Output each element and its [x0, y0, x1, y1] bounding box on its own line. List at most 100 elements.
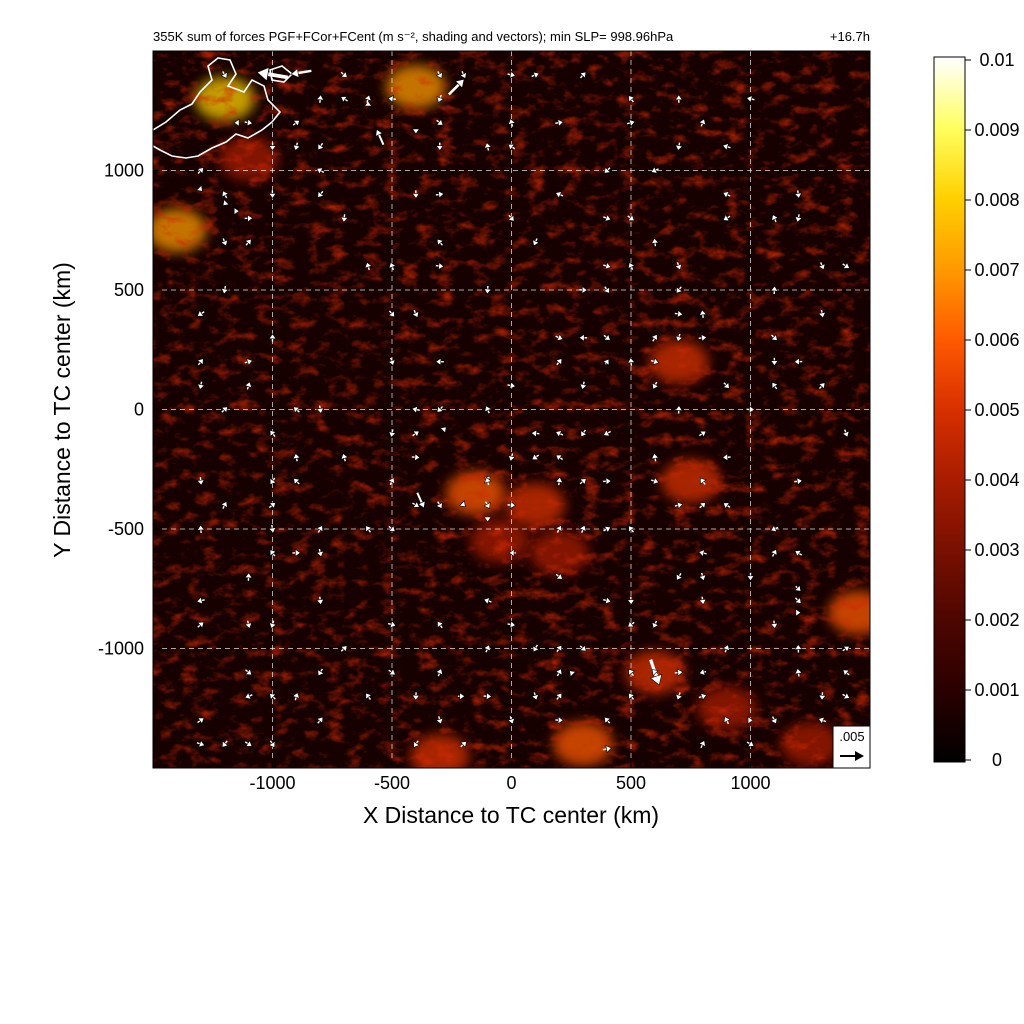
force-vector-small — [580, 429, 588, 438]
force-vector-small — [650, 357, 660, 366]
force-vector-small — [412, 430, 420, 438]
force-vector-small — [698, 572, 707, 582]
force-vector-small — [722, 453, 731, 462]
force-vector — [457, 692, 466, 701]
force-vector-small — [293, 406, 301, 414]
x-axis-ticks: -1000 -500 0 500 1000 — [249, 762, 771, 793]
force-vector — [602, 745, 612, 754]
x-axis-label: X Distance to TC center (km) — [363, 802, 659, 828]
force-vector-small — [244, 238, 252, 246]
force-vector-small — [651, 620, 660, 629]
heatmap-texture — [153, 51, 870, 768]
force-vector-small — [387, 620, 397, 629]
force-vector-small — [603, 261, 612, 270]
force-vector-small — [794, 214, 803, 223]
force-vector-small — [292, 691, 300, 701]
force-vector-small — [579, 285, 588, 295]
force-vector-small — [674, 668, 684, 677]
force-vector-small — [244, 739, 253, 747]
force-vector-small — [292, 120, 301, 127]
force-vector-small — [197, 621, 205, 629]
force-vector-small — [268, 333, 277, 342]
force-vector-small — [411, 453, 421, 462]
force-vector-small — [220, 406, 229, 414]
force-vector-small — [770, 357, 779, 367]
force-vector-small — [628, 525, 636, 533]
force-vector-small — [628, 668, 636, 677]
force-vector-small — [555, 333, 564, 342]
force-vector-small — [842, 645, 850, 653]
force-vector-small — [794, 190, 803, 199]
force-vector-small — [388, 668, 396, 676]
reference-vector-label: .005 — [839, 729, 864, 744]
force-vector-small — [436, 118, 444, 126]
force-vector-small — [364, 261, 373, 271]
force-vector-small — [841, 429, 850, 438]
force-vector-small — [507, 500, 517, 510]
force-vector-small — [413, 740, 421, 748]
y-tick-label: 500 — [114, 280, 144, 300]
force-vector-small — [340, 70, 348, 78]
force-vector-small — [698, 596, 707, 606]
force-vector-small — [722, 214, 731, 222]
force-vector-small — [793, 357, 803, 366]
force-vector-small — [484, 476, 492, 486]
force-vector-small — [196, 524, 205, 534]
force-vector-small — [698, 549, 707, 558]
force-vector-small — [437, 620, 444, 629]
force-vector-small — [770, 620, 779, 630]
force-vector-small — [268, 524, 277, 534]
force-vector-small — [770, 716, 778, 725]
colorbar-tick-label: 0.008 — [974, 190, 1019, 210]
force-vector-small — [722, 502, 731, 510]
force-vector-small — [436, 405, 444, 413]
force-vector-small — [387, 357, 396, 367]
time-label: +16.7h — [830, 29, 870, 44]
force-vector-small — [435, 190, 445, 199]
force-vector-small — [435, 71, 443, 79]
force-vector-small — [436, 238, 444, 246]
force-vector-small — [268, 190, 277, 199]
force-vector-small — [555, 644, 562, 653]
force-vector-small — [626, 596, 635, 606]
force-vector-small — [483, 644, 491, 653]
force-vector-small — [483, 597, 492, 605]
force-vector-small — [532, 238, 540, 247]
force-vector-small — [651, 452, 660, 462]
force-vector-small — [269, 693, 277, 701]
force-vector-small — [268, 620, 277, 629]
force-vector-small — [723, 716, 731, 725]
force-vector-small — [746, 95, 755, 104]
force-vector — [508, 548, 516, 557]
force-vector-small — [316, 596, 325, 606]
force-vector-small — [842, 669, 850, 677]
force-vector-small — [221, 740, 229, 748]
x-tick-label: 1000 — [730, 773, 770, 793]
force-vector-small — [435, 142, 444, 152]
force-vector-small — [435, 668, 444, 677]
y-axis-label: Y Distance to TC center (km) — [49, 262, 75, 558]
force-vector-small — [771, 214, 779, 223]
force-vector-small — [579, 644, 587, 652]
colorbar-tick-label: 0.001 — [974, 680, 1019, 700]
force-vector — [458, 500, 466, 508]
force-vector-small — [627, 214, 635, 221]
force-vector-small — [650, 166, 659, 174]
force-vector-small — [196, 596, 205, 605]
force-vector-small — [411, 405, 420, 414]
force-vector-small — [650, 476, 660, 485]
force-vector-small — [555, 572, 563, 580]
force-vector-small — [316, 548, 324, 558]
force-vector-small — [268, 740, 276, 748]
force-vector-small — [676, 573, 683, 581]
force-vector — [794, 584, 802, 592]
force-vector-small — [244, 692, 253, 700]
y-tick-label: 0 — [134, 400, 144, 420]
force-vector-small — [483, 501, 491, 510]
force-vector-small — [698, 692, 707, 701]
force-vector-small — [675, 692, 684, 701]
force-vector-small — [317, 190, 325, 198]
y-tick-label: -500 — [108, 519, 144, 539]
force-vector-small — [531, 692, 539, 701]
